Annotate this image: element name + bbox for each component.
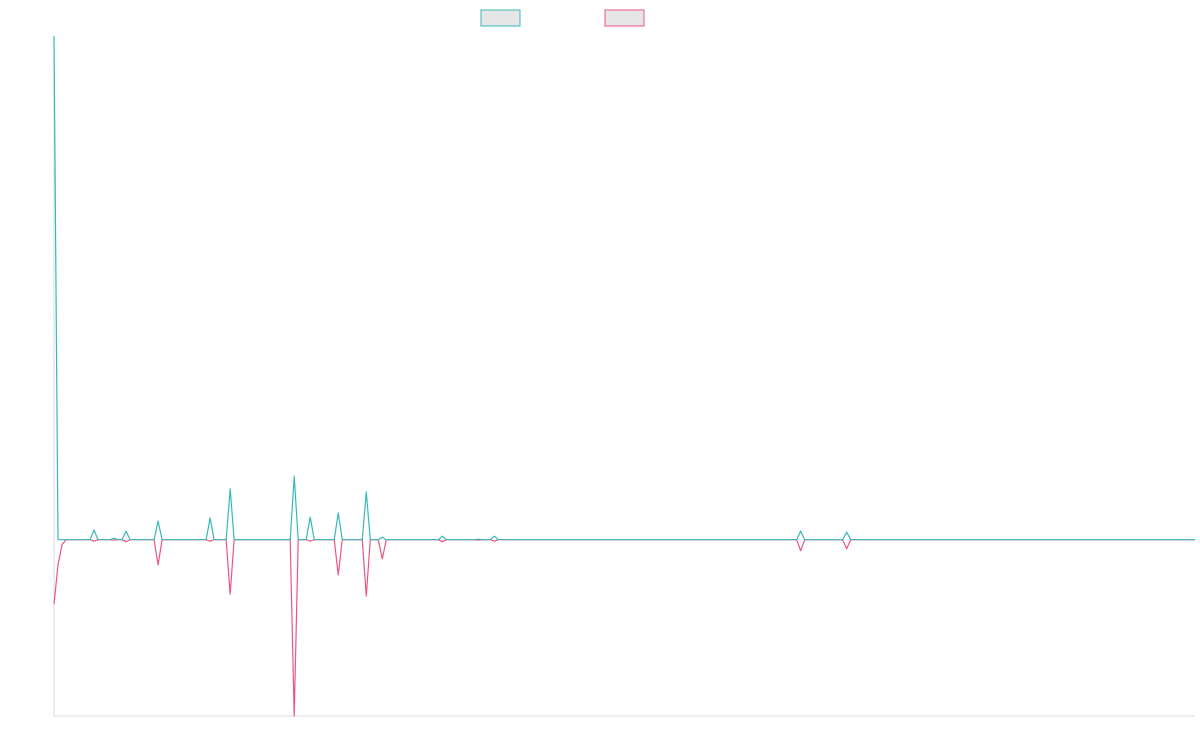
line-series [53, 35, 1195, 541]
legend-swatch [604, 9, 645, 27]
line-series [53, 539, 1195, 717]
legend-swatch [480, 9, 521, 27]
